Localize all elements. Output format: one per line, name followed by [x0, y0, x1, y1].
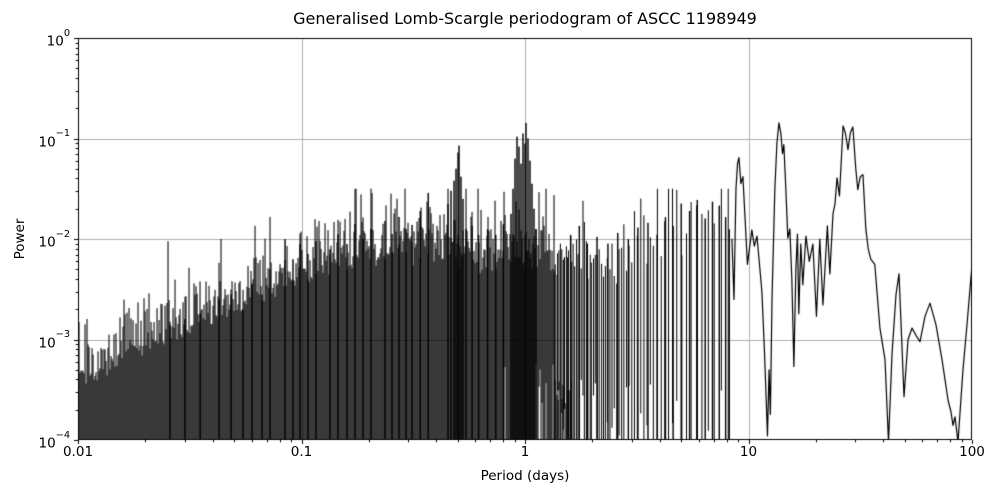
- y-tick-label: 10−3: [38, 329, 70, 351]
- x-tick-label: 1: [520, 444, 530, 460]
- y-tick-label: 10−4: [38, 429, 70, 452]
- x-axis-label: Period (days): [480, 468, 570, 484]
- y-tick-label: 10−1: [38, 128, 70, 150]
- y-tick-label: 100: [46, 27, 70, 50]
- x-tick-label: 10: [739, 444, 758, 460]
- x-tick-label: 100: [959, 444, 985, 460]
- x-tick-label: 0.1: [290, 444, 313, 460]
- chart-title: Generalised Lomb-Scargle periodogram of …: [293, 9, 757, 28]
- y-tick-label: 10−2: [38, 228, 70, 251]
- x-tick-label: 0.01: [62, 444, 94, 460]
